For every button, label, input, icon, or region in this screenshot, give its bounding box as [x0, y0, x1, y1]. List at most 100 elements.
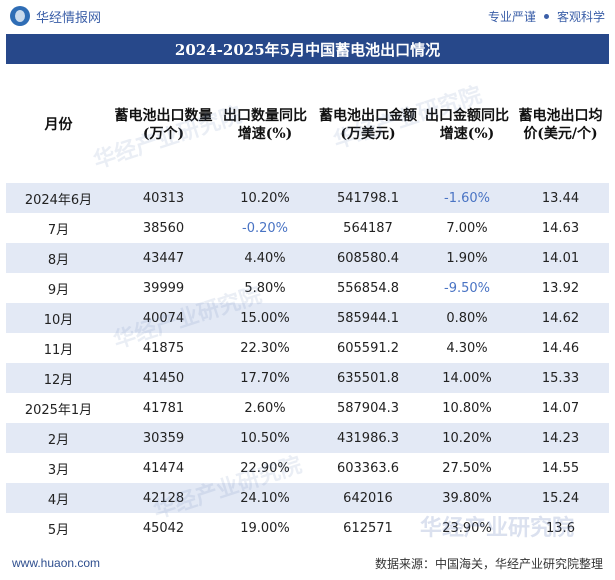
- table-row: 11月 41875 22.30% 605591.2 4.30% 14.46: [6, 333, 609, 363]
- cell-amount-yoy: 7.00%: [422, 213, 512, 243]
- table-row: 12月 41450 17.70% 635501.8 14.00% 15.33: [6, 363, 609, 393]
- cell-quantity-yoy: 22.90%: [216, 453, 314, 483]
- table-body: 2024年6月 40313 10.20% 541798.1 -1.60% 13.44 7月 3…: [6, 183, 609, 543]
- table-header-row: 月份 蓄电池出口数量(万个) 出口数量同比增速(%) 蓄电池出口金额(万美元) …: [6, 66, 609, 183]
- data-source: 数据来源：中国海关，华经产业研究院整理: [374, 556, 603, 571]
- cell-quantity: 40074: [111, 303, 216, 333]
- table-row: 4月 42128 24.10% 642016 39.80% 15.24: [6, 483, 609, 513]
- table-row: 2025年1月 41781 2.60% 587904.3 10.80% 14.07: [6, 393, 609, 423]
- cell-amount: 587904.3: [314, 393, 422, 423]
- footer: www.huaon.com 数据来源：中国海关，华经产业研究院整理: [0, 546, 615, 580]
- cell-quantity: 41450: [111, 363, 216, 393]
- cell-amount: 608580.4: [314, 243, 422, 273]
- cell-quantity-yoy: 5.80%: [216, 273, 314, 303]
- table-row: 8月 43447 4.40% 608580.4 1.90% 14.01: [6, 243, 609, 273]
- huajing-logo-icon: [10, 6, 30, 26]
- cell-amount: 642016: [314, 483, 422, 513]
- cell-avg-price: 13.6: [512, 513, 609, 543]
- cell-avg-price: 15.24: [512, 483, 609, 513]
- cell-month: 3月: [6, 453, 111, 483]
- col-header-avg-price: 蓄电池出口均价(美元/个): [518, 107, 603, 142]
- table-row: 7月 38560 -0.20% 564187 7.00% 14.63: [6, 213, 609, 243]
- cell-amount: 585944.1: [314, 303, 422, 333]
- cell-amount-yoy: 27.50%: [422, 453, 512, 483]
- cell-avg-price: 14.01: [512, 243, 609, 273]
- cell-amount-yoy: 1.90%: [422, 243, 512, 273]
- cell-quantity-yoy: 15.00%: [216, 303, 314, 333]
- cell-amount-yoy: 23.90%: [422, 513, 512, 543]
- cell-amount: 556854.8: [314, 273, 422, 303]
- cell-amount: 635501.8: [314, 363, 422, 393]
- table-row: 9月 39999 5.80% 556854.8 -9.50% 13.92: [6, 273, 609, 303]
- table-row: 2024年6月 40313 10.20% 541798.1 -1.60% 13.44: [6, 183, 609, 213]
- cell-avg-price: 14.63: [512, 213, 609, 243]
- cell-amount-yoy: 10.20%: [422, 423, 512, 453]
- slogan-right: 客观科学: [556, 9, 605, 24]
- cell-avg-price: 14.62: [512, 303, 609, 333]
- cell-amount: 603363.6: [314, 453, 422, 483]
- cell-month: 4月: [6, 483, 111, 513]
- cell-month: 2月: [6, 423, 111, 453]
- brand-name: 华经情报网: [36, 10, 102, 26]
- table-row: 2月 30359 10.50% 431986.3 10.20% 14.23: [6, 423, 609, 453]
- col-header-month: 月份: [44, 116, 73, 133]
- cell-quantity-yoy: 10.50%: [216, 423, 314, 453]
- cell-quantity-yoy: 4.40%: [216, 243, 314, 273]
- cell-month: 5月: [6, 513, 111, 543]
- cell-amount-yoy: -9.50%: [422, 273, 512, 303]
- cell-month: 10月: [6, 303, 111, 333]
- cell-month: 2025年1月: [6, 393, 111, 423]
- table-row: 3月 41474 22.90% 603363.6 27.50% 14.55: [6, 453, 609, 483]
- cell-quantity: 41474: [111, 453, 216, 483]
- cell-month: 2024年6月: [6, 183, 111, 213]
- slogan-left: 专业严谨: [487, 9, 536, 24]
- cell-quantity-yoy: -0.20%: [216, 213, 314, 243]
- cell-avg-price: 14.55: [512, 453, 609, 483]
- cell-avg-price: 14.07: [512, 393, 609, 423]
- cell-month: 12月: [6, 363, 111, 393]
- cell-quantity-yoy: 19.00%: [216, 513, 314, 543]
- website-link[interactable]: www.huaon.com: [12, 556, 101, 570]
- cell-month: 11月: [6, 333, 111, 363]
- cell-quantity-yoy: 10.20%: [216, 183, 314, 213]
- cell-quantity-yoy: 17.70%: [216, 363, 314, 393]
- cell-quantity-yoy: 24.10%: [216, 483, 314, 513]
- cell-quantity: 39999: [111, 273, 216, 303]
- table-row: 5月 45042 19.00% 612571 23.90% 13.6: [6, 513, 609, 543]
- cell-quantity: 40313: [111, 183, 216, 213]
- col-header-amount-yoy: 出口金额同比增速(%): [425, 107, 509, 142]
- cell-quantity: 43447: [111, 243, 216, 273]
- cell-month: 9月: [6, 273, 111, 303]
- cell-amount: 612571: [314, 513, 422, 543]
- cell-amount: 431986.3: [314, 423, 422, 453]
- cell-avg-price: 15.33: [512, 363, 609, 393]
- cell-quantity-yoy: 2.60%: [216, 393, 314, 423]
- cell-avg-price: 13.92: [512, 273, 609, 303]
- cell-amount: 541798.1: [314, 183, 422, 213]
- cell-quantity: 42128: [111, 483, 216, 513]
- col-header-quantity: 蓄电池出口数量(万个): [114, 107, 213, 142]
- cell-amount-yoy: -1.60%: [422, 183, 512, 213]
- cell-amount: 605591.2: [314, 333, 422, 363]
- cell-avg-price: 13.44: [512, 183, 609, 213]
- cell-amount: 564187: [314, 213, 422, 243]
- bullet-dot-icon: [543, 13, 549, 19]
- export-table: 月份 蓄电池出口数量(万个) 出口数量同比增速(%) 蓄电池出口金额(万美元) …: [6, 66, 609, 543]
- cell-avg-price: 14.46: [512, 333, 609, 363]
- table-row: 10月 40074 15.00% 585944.1 0.80% 14.62: [6, 303, 609, 333]
- col-header-amount: 蓄电池出口金额(万美元): [319, 107, 417, 142]
- cell-month: 7月: [6, 213, 111, 243]
- cell-quantity: 41875: [111, 333, 216, 363]
- cell-amount-yoy: 14.00%: [422, 363, 512, 393]
- cell-quantity: 30359: [111, 423, 216, 453]
- cell-quantity: 41781: [111, 393, 216, 423]
- cell-month: 8月: [6, 243, 111, 273]
- cell-amount-yoy: 0.80%: [422, 303, 512, 333]
- cell-amount-yoy: 10.80%: [422, 393, 512, 423]
- cell-quantity-yoy: 22.30%: [216, 333, 314, 363]
- cell-amount-yoy: 4.30%: [422, 333, 512, 363]
- top-bar: 华经情报网 专业严谨 客观科学: [0, 0, 615, 32]
- cell-amount-yoy: 39.80%: [422, 483, 512, 513]
- cell-quantity: 38560: [111, 213, 216, 243]
- cell-quantity: 45042: [111, 513, 216, 543]
